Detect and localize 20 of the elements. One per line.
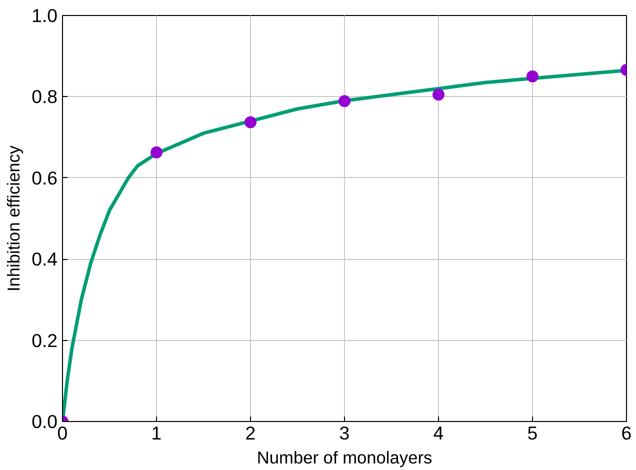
x-tick-label: 0 bbox=[57, 422, 68, 444]
y-axis-title: Inhibition efficiency bbox=[4, 145, 24, 292]
point bbox=[338, 95, 350, 108]
point bbox=[526, 70, 538, 82]
y-tick-label: 0.8 bbox=[32, 86, 58, 108]
x-tick-label: 3 bbox=[339, 422, 350, 444]
x-tick-label: 4 bbox=[433, 422, 444, 444]
y-tick-label: 0.0 bbox=[32, 411, 58, 432]
x-tick-label: 6 bbox=[621, 422, 632, 444]
x-tick-label: 2 bbox=[245, 422, 256, 444]
point bbox=[150, 146, 162, 158]
x-axis-title: Number of monolayers bbox=[256, 448, 432, 468]
y-tick-label: 0.2 bbox=[32, 330, 58, 351]
y-tick-label: 0.4 bbox=[32, 248, 58, 270]
point bbox=[432, 88, 444, 101]
y-tick-label: 1.0 bbox=[32, 5, 58, 26]
y-tick-label: 0.6 bbox=[32, 167, 58, 188]
x-tick-label: 5 bbox=[527, 422, 538, 444]
x-tick-label: 1 bbox=[151, 422, 162, 444]
point bbox=[244, 116, 256, 128]
